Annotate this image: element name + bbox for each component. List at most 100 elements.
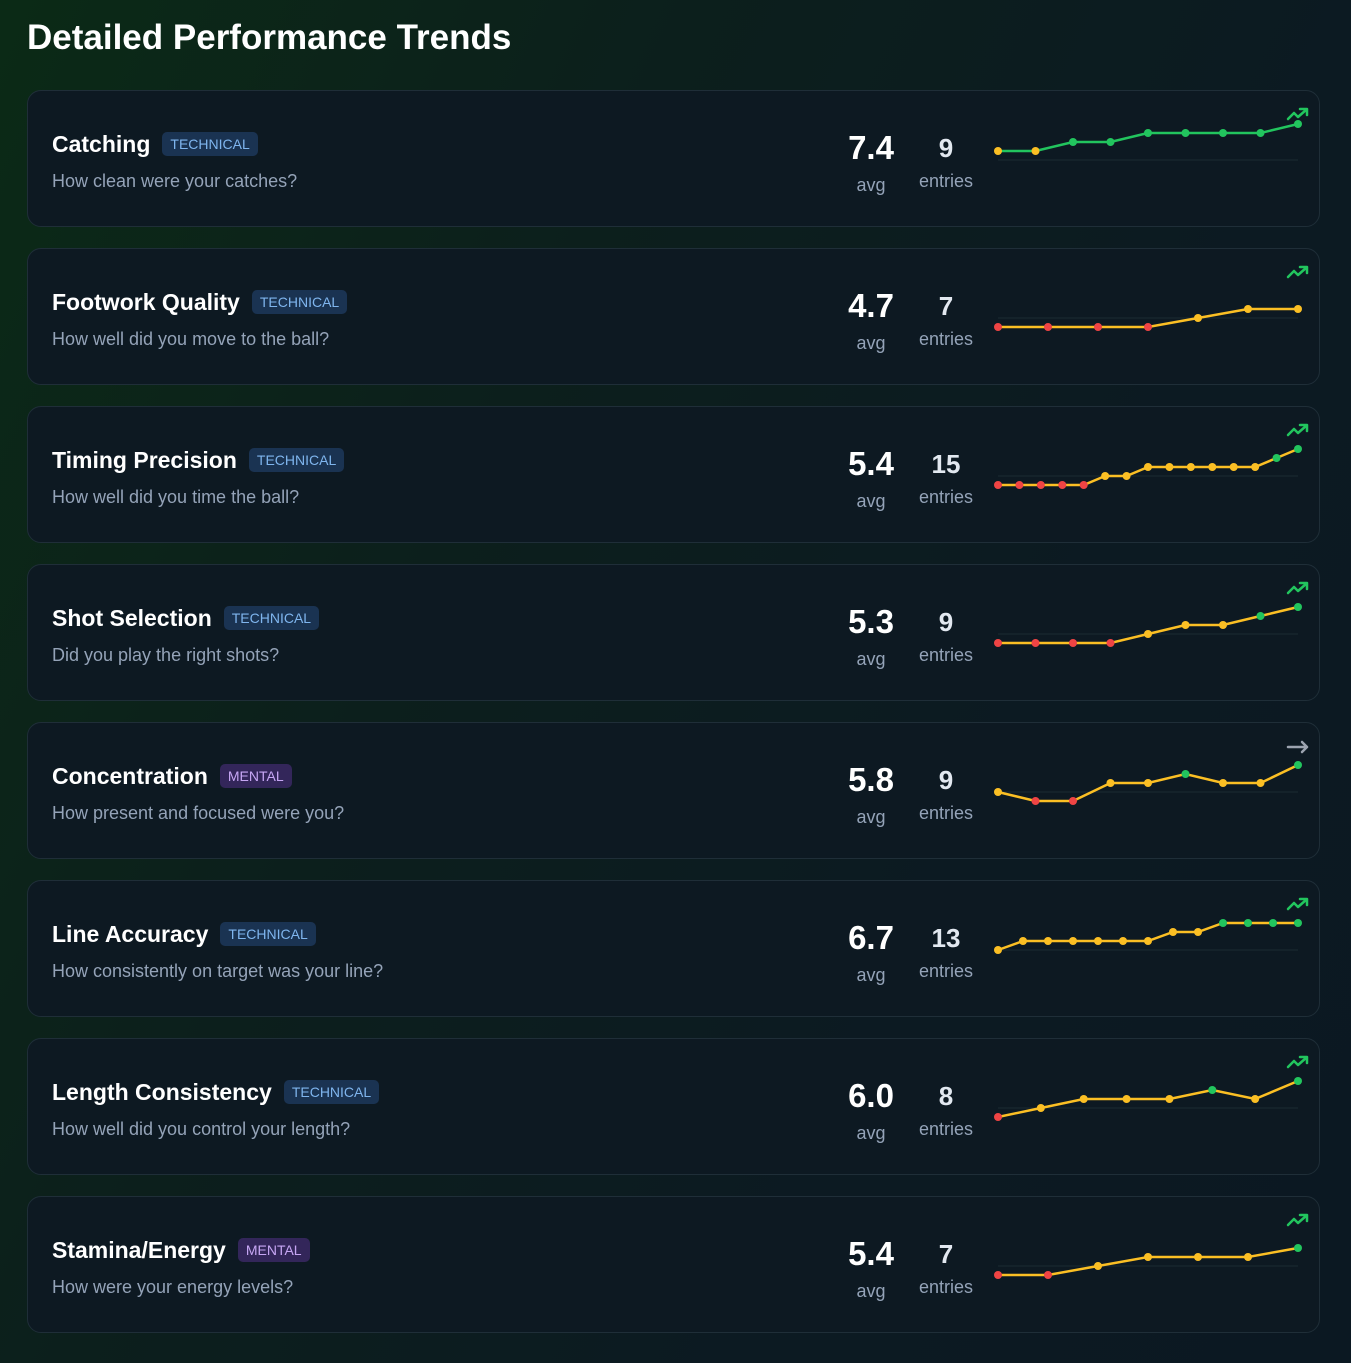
data-point (1272, 454, 1281, 462)
data-point (1144, 129, 1152, 137)
average-value: 6.0 (848, 1077, 894, 1114)
metric-title: Footwork Quality (52, 289, 240, 315)
entries-label: entries (918, 329, 974, 349)
data-point (1181, 129, 1190, 137)
data-point (1036, 481, 1045, 489)
data-point (1244, 1253, 1252, 1261)
data-point (1069, 797, 1077, 805)
data-point (1194, 1253, 1202, 1261)
trend-icon (1286, 107, 1309, 121)
average-value: 7.4 (848, 129, 894, 166)
data-point (1144, 1253, 1152, 1261)
average-value: 5.3 (848, 603, 894, 640)
data-point (1036, 1104, 1045, 1112)
data-point (1294, 305, 1302, 313)
data-point (1229, 463, 1238, 471)
average-label: avg (856, 807, 886, 827)
trend-card: Footwork Quality TECHNICAL How well did yo… (27, 248, 1320, 385)
data-point (994, 1271, 1002, 1279)
sparkline (994, 265, 1309, 331)
category-badge: MENTAL (237, 1238, 310, 1262)
category-badge: TECHNICAL (283, 1080, 380, 1104)
data-point (1144, 463, 1152, 471)
data-point (1169, 928, 1177, 936)
data-point (1144, 937, 1152, 945)
entries-label: entries (918, 487, 974, 507)
entries-label: entries (918, 803, 974, 823)
data-point (1106, 639, 1115, 647)
metric-title: Concentration (52, 763, 208, 789)
data-point (1251, 463, 1260, 471)
data-point (1069, 639, 1077, 647)
trend-card: Length Consistency TECHNICAL How well did … (27, 1038, 1320, 1175)
data-point (1094, 1262, 1102, 1270)
data-point (994, 788, 1002, 796)
data-point (1144, 779, 1152, 787)
entries-count: 9 (938, 765, 954, 795)
entries-label: entries (918, 645, 974, 665)
trend-card: Catching TECHNICAL How clean were your cat… (27, 90, 1320, 227)
category-badge: TECHNICAL (251, 290, 348, 314)
trend-up-icon (1286, 107, 1309, 121)
data-point (1044, 937, 1052, 945)
entries-count: 9 (938, 133, 954, 163)
average-label: avg (856, 649, 886, 669)
trend-up-icon (1286, 581, 1309, 595)
metric-title: Timing Precision (52, 447, 237, 473)
category-badge: TECHNICAL (162, 132, 258, 156)
average-value: 5.8 (848, 761, 894, 798)
data-point (1194, 314, 1202, 322)
average-label: avg (856, 1123, 886, 1143)
data-point (1256, 129, 1265, 137)
metric-name: Line Accuracy TECHNICAL (52, 921, 316, 948)
trend-line (997, 1079, 1299, 1119)
entries-label: entries (918, 1277, 974, 1297)
metric-name: Timing Precision TECHNICAL (52, 447, 345, 474)
sparkline (994, 107, 1309, 161)
average-value: 5.4 (848, 445, 894, 482)
data-point (1031, 147, 1040, 155)
category-badge: MENTAL (219, 764, 292, 788)
entries-label: entries (918, 171, 974, 191)
metric-question: How well did you time the ball? (52, 487, 300, 507)
data-point (1106, 779, 1115, 787)
data-point (994, 1113, 1002, 1121)
category-badge: TECHNICAL (223, 606, 320, 630)
average-value: 4.7 (848, 287, 894, 324)
trend-up-icon (1286, 265, 1309, 279)
metric-name: Length Consistency TECHNICAL (52, 1079, 380, 1106)
trend-icon (1286, 897, 1309, 911)
data-point (1069, 937, 1077, 945)
metric-name: Shot Selection TECHNICAL (52, 605, 320, 632)
data-point (1294, 761, 1302, 769)
data-point (1165, 463, 1174, 471)
trend-icon (1286, 423, 1309, 437)
data-point (1079, 1095, 1088, 1103)
data-point (1294, 1077, 1302, 1085)
average-value: 6.7 (848, 919, 894, 956)
trend-card: Timing Precision TECHNICAL How well did yo… (27, 406, 1320, 543)
metric-question: How were your energy levels? (52, 1277, 294, 1297)
data-point (1181, 770, 1190, 778)
metric-title: Catching (52, 131, 151, 157)
sparkline (994, 740, 1309, 805)
average-label: avg (856, 965, 886, 985)
trend-card: Stamina/Energy MENTAL How were your energy… (27, 1196, 1320, 1333)
data-point (1208, 463, 1217, 471)
trend-card: Shot Selection TECHNICAL Did you play the … (27, 564, 1320, 701)
data-point (1165, 1095, 1174, 1103)
sparkline (994, 1055, 1309, 1121)
data-point (1294, 919, 1302, 927)
entries-count: 9 (938, 607, 954, 637)
data-point (1181, 621, 1190, 629)
metric-title: Line Accuracy (52, 921, 209, 947)
data-point (1208, 1086, 1217, 1094)
entries-count: 8 (938, 1081, 954, 1111)
metric-question: How well did you move to the ball? (52, 329, 330, 349)
metric-question: How consistently on target was your line… (52, 961, 384, 981)
data-point (1219, 129, 1227, 137)
metric-title: Length Consistency (52, 1079, 272, 1105)
trend-line (998, 122, 1299, 153)
metric-name: Concentration MENTAL (52, 763, 292, 790)
